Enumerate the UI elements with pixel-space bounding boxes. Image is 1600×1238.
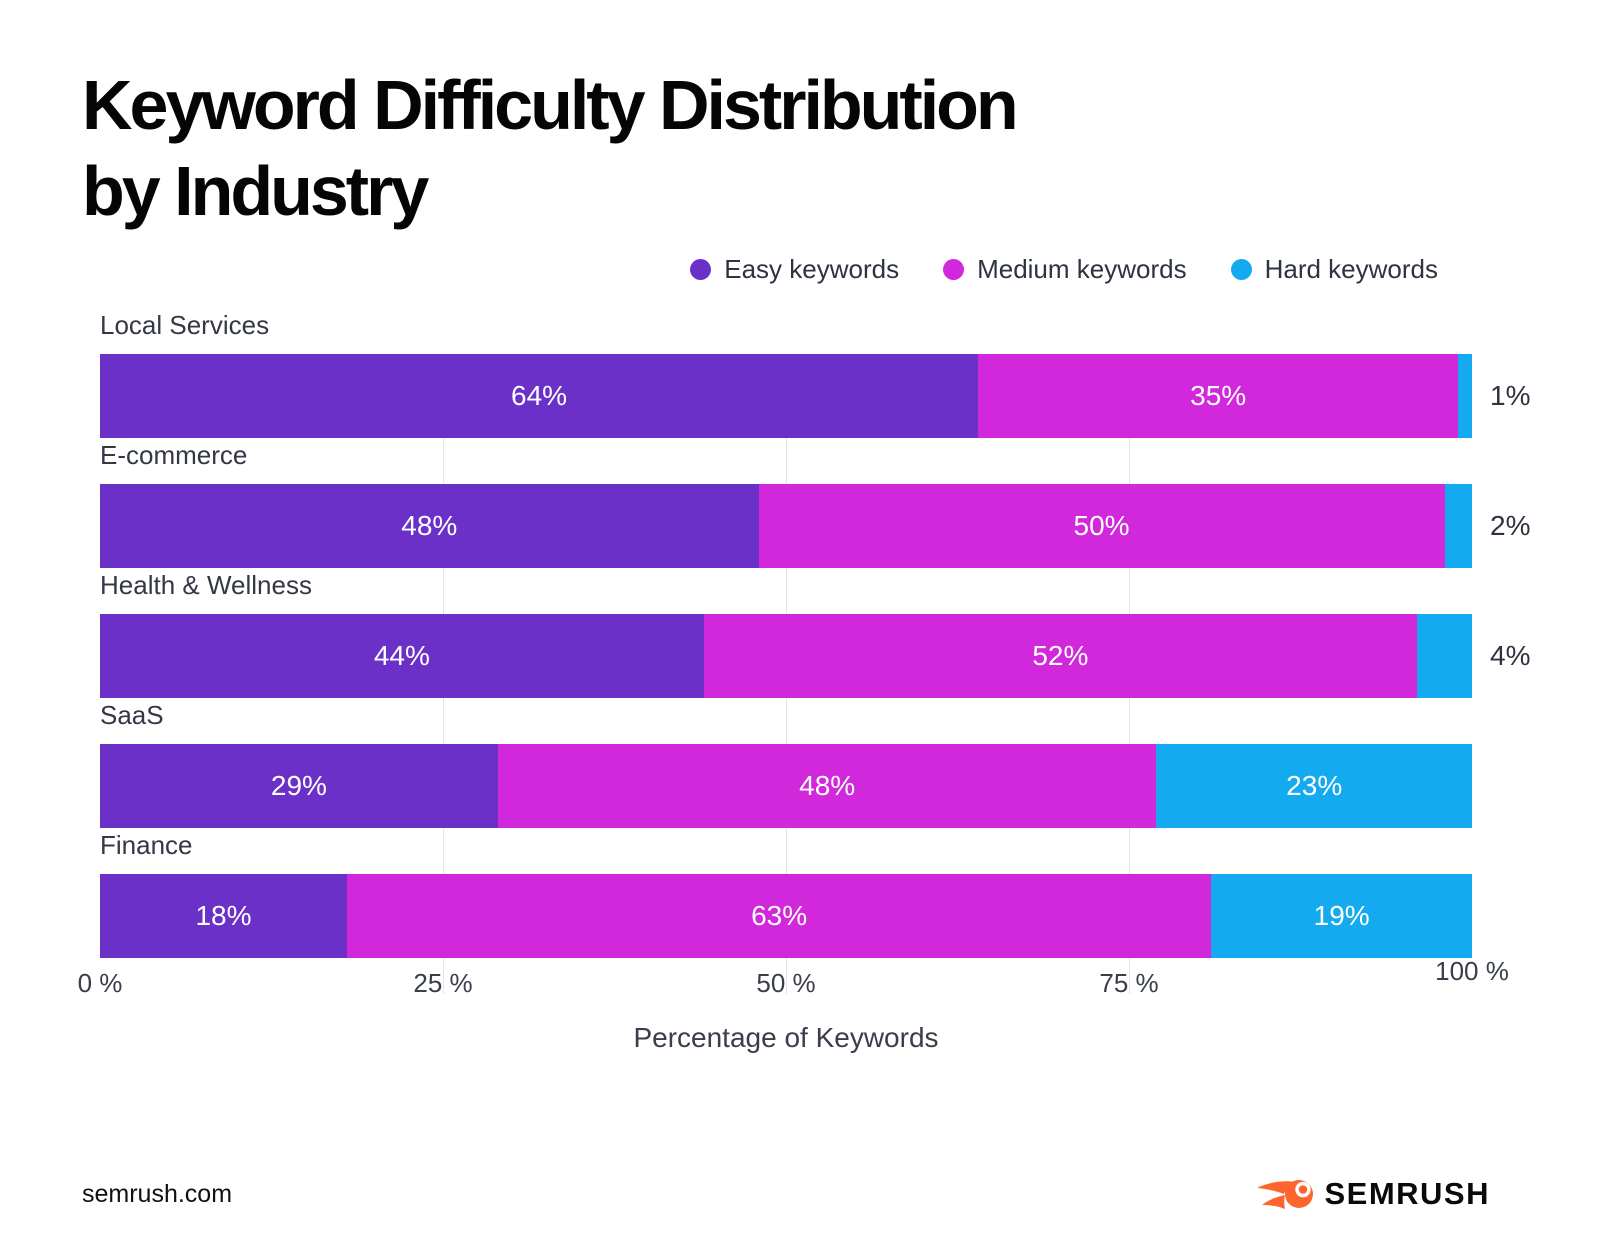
bar-segment-hard xyxy=(1444,484,1472,568)
semrush-logo: SEMRUSH xyxy=(1256,1176,1490,1212)
segment-value-label: 48% xyxy=(401,510,458,541)
legend-label: Medium keywords xyxy=(977,254,1187,284)
segment-value-label: 35% xyxy=(1190,380,1247,411)
chart-title-line1: Keyword Difficulty Distribution xyxy=(82,66,1019,144)
semrush-wordmark: SEMRUSH xyxy=(1324,1176,1490,1211)
stacked-bar: 29% 48% 23% xyxy=(100,744,1472,828)
x-tick-label: 0 % xyxy=(77,968,123,998)
chart-row: Local Services 64% 35% 1% xyxy=(100,310,1530,438)
legend-item: Hard keywords xyxy=(1230,254,1438,285)
bar-segment-hard: 23% xyxy=(1156,744,1472,828)
category-label: E-commerce xyxy=(100,440,248,470)
chart-title-line2: by Industry xyxy=(82,152,429,230)
segment-value-label-outside: 4% xyxy=(1490,640,1531,671)
stacked-bar: 48% 50% 2% xyxy=(100,484,1530,568)
stacked-bar: 44% 52% 4% xyxy=(100,614,1530,698)
chart-row: Finance 18% 63% 19% xyxy=(100,830,1472,958)
bar-chart: Local Services 64% 35% 1% E-commerce 48% 50% 2%… xyxy=(100,310,1530,960)
bar-segment-medium: 63% xyxy=(346,874,1212,958)
chart-row: E-commerce 48% 50% 2% xyxy=(100,440,1530,568)
bar-segment-easy: 44% xyxy=(100,614,704,698)
bar-segment-easy: 29% xyxy=(100,744,498,828)
x-tick-label: 100 % xyxy=(1435,956,1509,986)
x-tick-label: 50 % xyxy=(756,968,816,998)
bar-segment-easy: 48% xyxy=(100,484,759,568)
segment-value-label: 63% xyxy=(751,900,808,931)
legend-dot-icon xyxy=(690,259,712,280)
bar-segment-medium: 50% xyxy=(758,484,1445,568)
bar-segment-easy: 64% xyxy=(100,354,979,438)
segment-value-label: 52% xyxy=(1032,640,1089,671)
segment-value-label: 29% xyxy=(270,770,327,801)
category-label: Finance xyxy=(100,830,193,860)
segment-value-label: 64% xyxy=(511,380,568,411)
segment-value-label-outside: 1% xyxy=(1490,380,1531,411)
stacked-bar: 18% 63% 19% xyxy=(100,874,1472,958)
semrush-comet-icon xyxy=(1256,1178,1314,1210)
category-label: Local Services xyxy=(100,310,270,340)
legend-label: Easy keywords xyxy=(724,254,900,284)
chart-row: Health & Wellness 44% 52% 4% xyxy=(100,570,1530,698)
legend-dot-icon xyxy=(943,259,965,280)
legend-item: Medium keywords xyxy=(943,254,1187,285)
bar-segment-easy: 18% xyxy=(100,874,347,958)
segment-value-label: 44% xyxy=(373,640,430,671)
bar-segment-medium: 48% xyxy=(497,744,1157,828)
bar-segment-hard xyxy=(1458,354,1472,438)
bar-segment-medium: 35% xyxy=(978,354,1459,438)
chart-title: Keyword Difficulty Distribution by Indus… xyxy=(82,62,1019,234)
legend-label: Hard keywords xyxy=(1264,254,1438,284)
segment-value-label: 23% xyxy=(1286,770,1343,801)
segment-value-label-outside: 2% xyxy=(1490,510,1531,541)
category-label: SaaS xyxy=(100,700,164,730)
x-tick-label: 75 % xyxy=(1099,968,1159,998)
bar-segment-hard: 19% xyxy=(1211,874,1472,958)
segment-value-label: 19% xyxy=(1313,900,1370,931)
bar-segment-medium: 52% xyxy=(703,614,1418,698)
legend-dot-icon xyxy=(1230,259,1252,280)
bar-segment-hard xyxy=(1417,614,1472,698)
x-axis-title: Percentage of Keywords xyxy=(633,1022,939,1053)
x-tick-label: 25 % xyxy=(413,968,473,998)
legend: Easy keywords Medium keywords Hard keyword… xyxy=(690,254,1438,285)
legend-item: Easy keywords xyxy=(690,254,899,285)
x-axis: 0 % 25 % 50 % 75 % 100 % xyxy=(78,956,1509,1004)
segment-value-label: 48% xyxy=(799,770,856,801)
source-url: semrush.com xyxy=(82,1180,233,1208)
chart-row: SaaS 29% 48% 23% xyxy=(100,700,1472,828)
segment-value-label: 18% xyxy=(195,900,252,931)
segment-value-label: 50% xyxy=(1073,510,1130,541)
stacked-bar: 64% 35% 1% xyxy=(100,354,1530,438)
category-label: Health & Wellness xyxy=(100,570,312,600)
